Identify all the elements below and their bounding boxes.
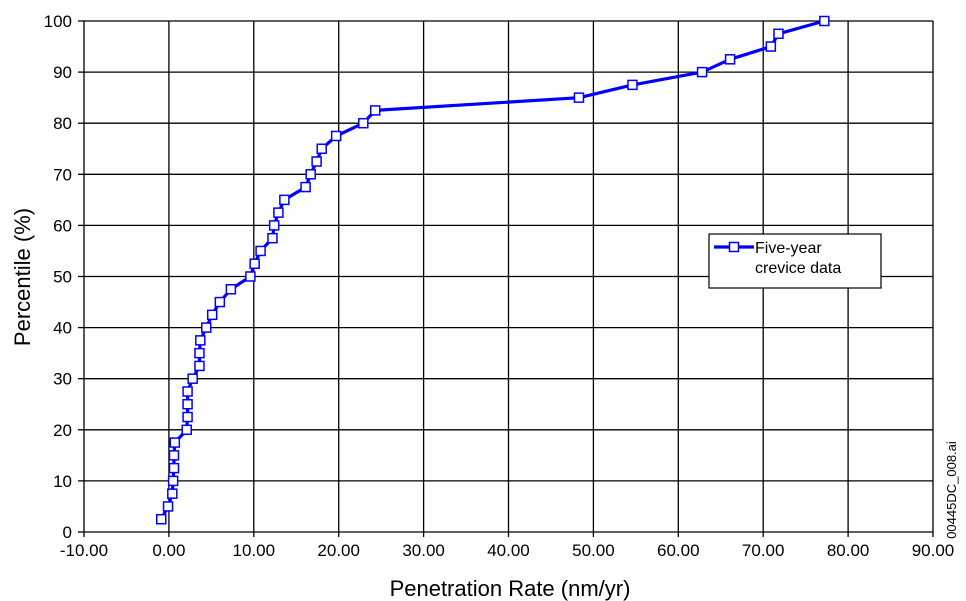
x-axis-ticks: -10.00 0.00 10.00 20.00 30.00 40.00 50.00 60.00… [60,532,954,560]
grid [83,20,934,533]
data-point [316,143,327,154]
data-point [181,424,192,436]
y-tick-label: 100 [44,12,72,31]
data-point [156,513,167,525]
x-tick-label: 60.00 [657,541,700,560]
y-tick-label: 40 [53,319,72,338]
data-point [573,92,585,103]
data-point [267,232,278,244]
legend: Five-year crevice data [708,233,882,289]
y-tick-label: 20 [53,421,72,440]
data-point [194,347,205,359]
data-point [268,220,280,231]
data-point [369,105,381,116]
figure-id: 00445DC_008.ai [944,441,959,539]
data-point [627,79,638,91]
data-point [187,373,198,384]
data-point [245,271,256,282]
y-tick-label: 0 [63,523,72,542]
y-tick-label: 30 [53,370,72,389]
data-point [167,475,179,487]
data-point [300,181,311,193]
x-tick-label: 10.00 [233,541,276,560]
data-point [724,54,736,65]
y-tick-label: 50 [53,268,72,287]
legend-marker [728,241,740,253]
x-tick-label: 50.00 [572,541,615,560]
y-axis-title: Percentile (%) [10,208,35,346]
x-tick-label: 80.00 [827,541,870,560]
x-tick-label: 30.00 [402,541,445,560]
data-point [225,284,237,295]
x-tick-label: 70.00 [742,541,785,560]
data-point [182,386,193,397]
data-series [156,15,830,525]
data-point [168,462,180,474]
data-point [182,399,193,410]
y-tick-label: 70 [53,165,72,184]
legend-label: Five-year [755,240,822,257]
data-point [162,501,174,512]
data-point [167,488,178,499]
y-tick-label: 90 [53,63,72,82]
x-tick-label: -10.00 [60,541,108,560]
data-point [330,130,342,142]
data-point [311,156,322,167]
y-tick-label: 80 [53,114,72,133]
data-point [255,245,266,257]
data-point [214,296,226,308]
data-point [305,169,316,180]
x-tick-label: 20.00 [317,541,360,560]
data-point [358,117,369,129]
x-axis-title: Penetration Rate (nm/yr) [390,576,631,601]
x-tick-label: 90.00 [912,541,955,560]
data-point [201,322,212,333]
y-tick-label: 60 [53,216,72,235]
data-point [168,450,180,461]
series-line [159,19,825,520]
data-point [279,194,290,206]
data-point [819,15,830,27]
y-tick-label: 10 [53,472,72,491]
data-point [773,28,784,40]
data-point [182,411,193,423]
y-axis-ticks: 0 10 20 30 40 50 60 70 80 90 100 [44,12,84,542]
data-point [696,66,708,78]
data-point [273,207,284,218]
x-tick-label: 40.00 [487,541,530,560]
data-point [195,335,206,346]
data-point [169,437,181,448]
data-point [249,258,260,269]
data-point [765,41,777,52]
x-tick-label: 0.00 [152,541,185,560]
data-point [194,360,205,372]
data-point [206,309,218,321]
legend-label: crevice data [755,260,841,277]
